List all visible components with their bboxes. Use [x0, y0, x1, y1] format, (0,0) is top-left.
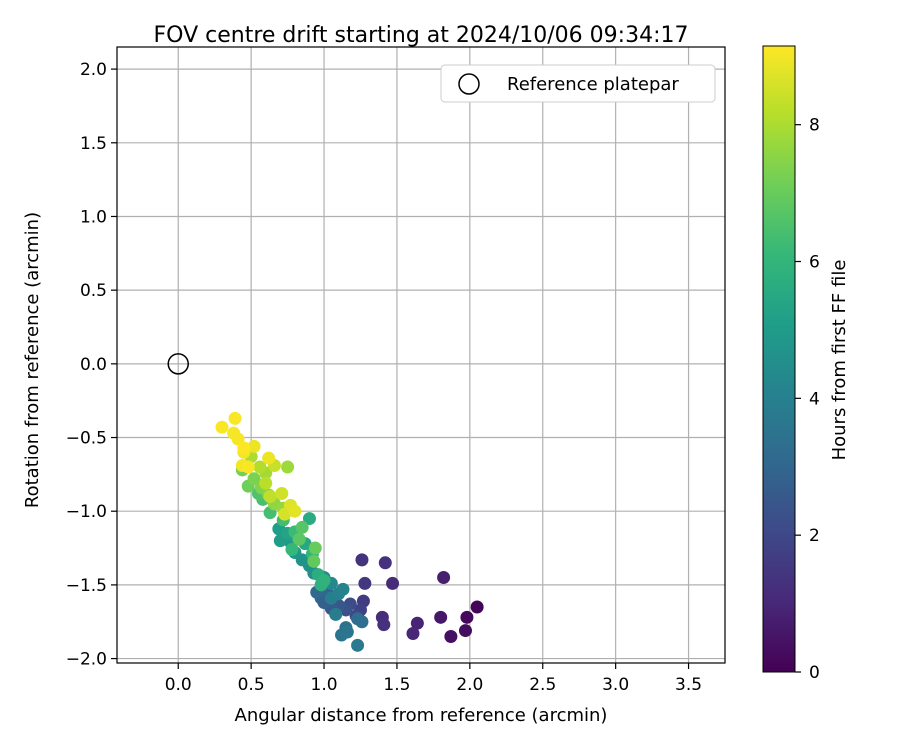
colorbar-tick-label: 0 — [809, 663, 820, 683]
colorbar-tick-label: 4 — [809, 389, 820, 409]
data-point — [434, 610, 448, 624]
data-point — [378, 556, 392, 570]
data-point — [458, 624, 472, 638]
data-point — [317, 573, 331, 587]
y-tick-label: −2.0 — [66, 650, 107, 670]
data-point — [355, 615, 369, 629]
legend-box — [440, 64, 716, 103]
data-point — [281, 460, 295, 474]
y-tick-label: 1.0 — [80, 207, 107, 227]
chart-title: FOV centre drift starting at 2024/10/06 … — [154, 23, 689, 48]
data-point — [292, 532, 306, 546]
data-point — [307, 554, 321, 568]
data-point — [247, 439, 261, 453]
x-tick-label: 2.5 — [529, 675, 556, 695]
data-point — [253, 460, 267, 474]
colorbar-tick-label: 6 — [809, 253, 820, 273]
data-point — [262, 451, 276, 465]
data-point — [247, 472, 261, 486]
scatter-points — [167, 353, 484, 652]
data-point — [386, 576, 400, 590]
y-tick-label: 1.5 — [80, 134, 107, 154]
data-point — [470, 600, 484, 614]
plot-frame — [116, 46, 726, 664]
data-point — [444, 629, 458, 643]
y-axis-ticks: −2.0 −1.5 −1.0 −0.5 0.0 0.5 1.0 1.5 2.0 — [66, 60, 117, 670]
y-tick-label: 0.0 — [80, 355, 107, 375]
x-tick-label: 2.0 — [456, 675, 483, 695]
data-point — [460, 610, 474, 624]
data-point — [329, 607, 343, 621]
grid-lines — [117, 47, 725, 663]
y-tick-label: −0.5 — [66, 429, 107, 449]
data-point — [295, 520, 309, 534]
data-point — [228, 411, 242, 425]
data-point — [302, 512, 316, 526]
data-point — [288, 504, 302, 518]
data-point — [215, 420, 229, 434]
data-point — [410, 616, 424, 630]
data-point — [336, 582, 350, 596]
y-axis-label: Rotation from reference (arcmin) — [22, 212, 43, 508]
y-tick-label: 2.0 — [80, 60, 107, 80]
x-tick-label: 1.5 — [383, 675, 410, 695]
colorbar-gradient — [762, 45, 796, 673]
data-point — [437, 571, 451, 585]
colorbar-ticks: 0 2 4 6 8 — [795, 116, 820, 683]
colorbar-tick-label: 2 — [809, 526, 820, 546]
y-tick-label: −1.5 — [66, 576, 107, 596]
data-point — [263, 489, 277, 503]
data-point — [275, 487, 289, 501]
y-tick-label: −1.0 — [66, 502, 107, 522]
legend-marker-open-circle — [458, 73, 480, 95]
data-point — [308, 541, 322, 555]
data-point — [358, 576, 372, 590]
data-point — [241, 460, 255, 474]
data-point — [406, 627, 420, 641]
data-point — [237, 441, 251, 455]
data-point — [340, 625, 354, 639]
x-tick-label: 0.5 — [238, 675, 265, 695]
legend-entry-reference-platepar: Reference platepar — [507, 74, 679, 95]
x-tick-label: 0.0 — [165, 675, 192, 695]
data-point — [355, 553, 369, 567]
data-point — [351, 638, 365, 652]
x-tick-label: 1.0 — [311, 675, 338, 695]
colorbar-label: Hours from first FF file — [829, 260, 850, 461]
legend: Reference platepar — [440, 64, 716, 103]
data-point — [285, 543, 299, 557]
x-tick-label: 3.0 — [602, 675, 629, 695]
y-tick-label: 0.5 — [80, 281, 107, 301]
colorbar: 0 2 4 6 8 Hours from first FF file — [762, 45, 850, 683]
x-axis-ticks: 0.0 0.5 1.0 1.5 2.0 2.5 3.0 3.5 — [165, 663, 702, 695]
data-point — [377, 618, 391, 632]
data-point — [259, 476, 273, 490]
reference-platepar-marker — [167, 353, 189, 375]
x-tick-label: 3.5 — [675, 675, 702, 695]
x-axis-label: Angular distance from reference (arcmin) — [235, 705, 608, 726]
colorbar-tick-label: 8 — [809, 116, 820, 136]
